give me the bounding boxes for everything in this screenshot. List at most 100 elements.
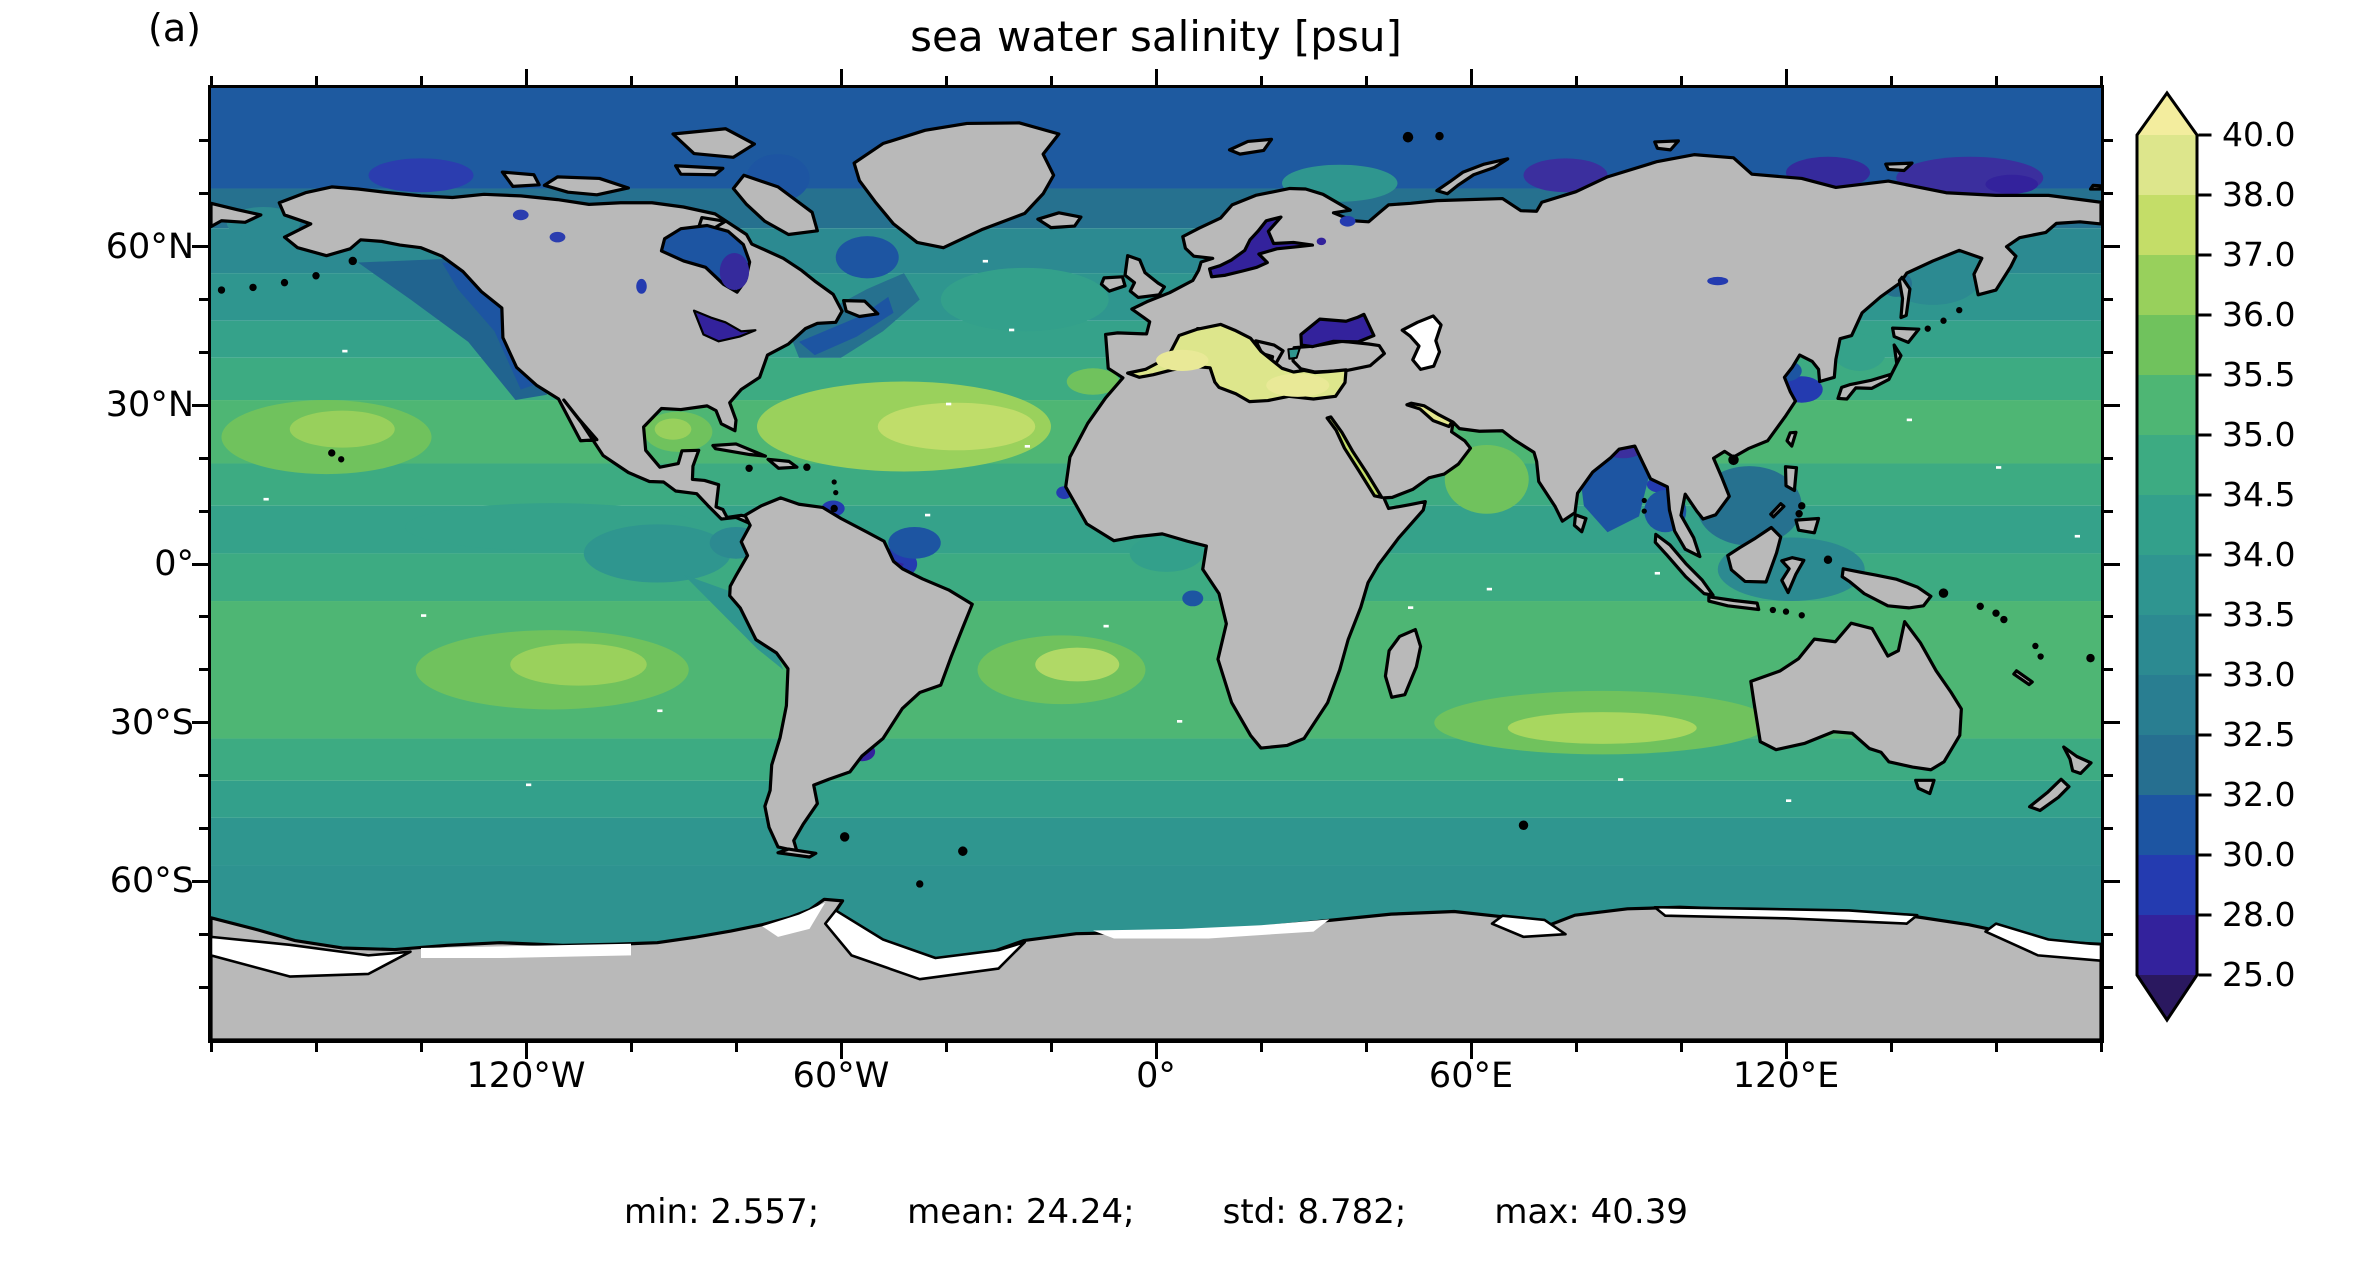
axis-tick [2104,456,2113,460]
axis-tick [734,1043,738,1052]
aegean-sea [1288,348,1300,359]
axis-tick [1469,1043,1473,1059]
axis-tick [1154,69,1158,85]
axis-tick [2104,562,2120,566]
axis-tick [2104,350,2113,354]
island-dots [217,131,2095,888]
axis-tick [199,985,208,989]
axis-tick [192,245,208,249]
axis-tick [1784,69,1788,85]
y-tick-label: 0° [154,544,194,584]
colorbar-segment [2137,135,2197,196]
colorbar-segment [2137,195,2197,256]
colorbar-over-arrow [2137,93,2197,135]
red-sea [1327,417,1382,497]
colorbar-tick-label: 38.0 [2222,175,2296,214]
chukotka-sliver [211,203,261,226]
axis-tick [524,69,528,85]
colorbar-segment [2137,315,2197,376]
axis-tick [2099,76,2103,85]
island-cuba [713,444,765,456]
colorbar-segment [2137,555,2197,616]
axis-tick [199,668,208,672]
colorbar-under-arrow [2137,975,2197,1020]
x-tick-label: 120°W [466,1056,586,1096]
continent-eurafrica [1066,155,2101,748]
axis-tick [839,1043,843,1059]
island-srilanka [1574,515,1586,532]
black-sea [1301,314,1374,346]
colorbar-tick-label: 35.0 [2222,415,2296,454]
colorbar-tick-label: 33.0 [2222,655,2296,694]
axis-tick [629,76,633,85]
island-iceland [1038,213,1081,228]
colorbar-tick-label: 35.5 [2222,355,2296,394]
axis-tick [524,1043,528,1059]
continent-south-america [730,498,973,851]
world-map-plot [211,88,2101,1040]
stats-row: min: 2.557; mean: 24.24; std: 8.782; max… [211,1192,2101,1232]
axis-tick [2104,192,2113,196]
continents [211,123,2101,1040]
colorbar-tick-label: 34.0 [2222,535,2296,574]
axis-tick [199,456,208,460]
baltic-sea [1210,217,1313,277]
ocean-patches [221,154,2044,762]
axis-tick [2104,245,2120,249]
island-britain [1125,256,1164,298]
axis-tick [1364,76,1368,85]
axis-tick [314,76,318,85]
axis-tick [1469,69,1473,85]
colorbar-segment [2137,495,2197,556]
y-tick-label: 30°N [105,385,194,426]
axis-tick [209,76,213,85]
axis-tick [314,1043,318,1052]
axis-tick [2104,721,2120,725]
axis-tick [2104,932,2113,936]
y-tick-label: 30°S [109,702,194,743]
continent-north-america [279,187,842,524]
axis-tick [1259,1043,1263,1052]
island-hokkaido [1893,328,1919,342]
axis-tick [2104,774,2113,778]
island-nz-north [2064,747,2091,773]
axis-tick [1994,76,1998,85]
colorbar-tick-label: 37.0 [2222,235,2296,274]
colorbar-tick-label: 33.5 [2222,595,2296,634]
colorbar-tick-label: 36.0 [2222,295,2296,334]
island-sumatra [1655,534,1713,595]
x-tick-label: 0° [1136,1056,1176,1096]
axis-tick [199,615,208,619]
axis-tick [419,76,423,85]
axis-tick [209,1043,213,1052]
colorbar-tick-label: 28.0 [2222,895,2296,934]
axis-tick [199,350,208,354]
axis-tick [2104,403,2120,407]
axis-tick [2104,298,2113,302]
axis-tick [2104,509,2113,513]
island-sulawesi [1782,558,1804,593]
x-tick-label: 60°W [792,1056,890,1096]
axis-tick [192,562,208,566]
island-ireland [1101,277,1125,291]
axis-tick [1049,76,1053,85]
axis-tick [1259,76,1263,85]
island-nz-south [2030,779,2069,810]
axis-tick [1154,1043,1158,1059]
colorbar-tick-label: 32.0 [2222,775,2296,814]
colorbar-tick-label: 32.5 [2222,715,2296,754]
colorbar-segment [2137,915,2197,976]
stat-std: std: 8.782; [1222,1192,1407,1232]
axis-tick [192,721,208,725]
axis-tick [1574,1043,1578,1052]
axis-tick [1889,1043,1893,1052]
axis-tick [199,298,208,302]
axis-tick [1994,1043,1998,1052]
y-tick-label: 60°N [105,226,194,267]
axis-tick [199,139,208,143]
axis-tick [199,192,208,196]
stat-min: min: 2.557; [623,1192,820,1232]
axis-tick [1889,76,1893,85]
x-tick-label: 120°E [1732,1056,1840,1096]
stat-max: max: 40.39 [1494,1192,1689,1232]
